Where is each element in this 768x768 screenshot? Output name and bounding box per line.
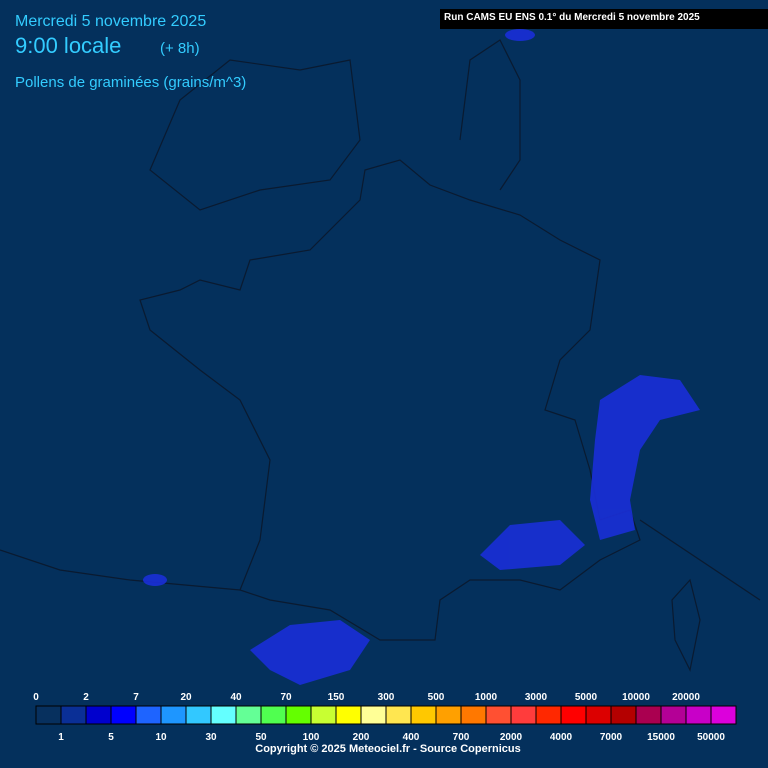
- legend-label: 2000: [500, 732, 523, 743]
- corsica: [671, 578, 701, 672]
- legend-swatch: [710, 705, 737, 725]
- offset: (+ 8h): [160, 40, 200, 57]
- legend-swatch: [535, 705, 562, 725]
- parameter: Pollens de graminées (grains/m^3): [15, 74, 247, 91]
- legend-label: 400: [403, 732, 420, 743]
- pollen-area: [505, 29, 535, 41]
- legend-swatch: [60, 705, 87, 725]
- pollen-area: [480, 520, 585, 570]
- legend-label: 30: [205, 732, 217, 743]
- spain-coast: [0, 549, 241, 591]
- legend-label: 700: [453, 732, 470, 743]
- pollen-area: [590, 375, 700, 540]
- legend-swatch: [385, 705, 412, 725]
- france-outline: [139, 159, 641, 641]
- legend-swatch: [560, 705, 587, 725]
- legend-swatch: [485, 705, 512, 725]
- copyright: Copyright © 2025 Meteociel.fr - Source C…: [255, 743, 521, 755]
- legend-label: 1000: [475, 692, 498, 703]
- legend-label: 0: [33, 692, 39, 703]
- legend-label: 2: [83, 692, 89, 703]
- legend-swatch: [635, 705, 662, 725]
- legend-swatch: [610, 705, 637, 725]
- legend-swatch: [210, 705, 237, 725]
- legend-swatch: [35, 705, 62, 725]
- legend-swatch: [685, 705, 712, 725]
- run-info: Run CAMS EU ENS 0.1° du Mercredi 5 novem…: [444, 12, 700, 23]
- legend-label: 300: [378, 692, 395, 703]
- netherlands-coast: [459, 39, 521, 191]
- legend-swatch: [160, 705, 187, 725]
- coastlines: [0, 39, 761, 672]
- legend-swatch: [335, 705, 362, 725]
- legend-swatch: [585, 705, 612, 725]
- legend-label: 200: [353, 732, 370, 743]
- date: Mercredi 5 novembre 2025: [15, 13, 207, 30]
- legend: 0 1 2 5 7 10 20 30 40 50 70 100 150 200 300 400 500 700 10…: [33, 692, 737, 743]
- legend-swatch: [410, 705, 437, 725]
- legend-label: 4000: [550, 732, 573, 743]
- time: 9:00 locale: [15, 33, 122, 58]
- legend-swatch: [435, 705, 462, 725]
- italy-coast: [639, 519, 761, 601]
- legend-label: 20000: [672, 692, 700, 703]
- run-banner: [440, 9, 768, 29]
- legend-label: 5000: [575, 692, 598, 703]
- legend-label: 50000: [697, 732, 725, 743]
- england-coast: [149, 59, 361, 211]
- legend-swatch: [660, 705, 687, 725]
- legend-label: 15000: [647, 732, 675, 743]
- legend-swatch: [185, 705, 212, 725]
- legend-label: 7000: [600, 732, 623, 743]
- legend-swatch: [310, 705, 337, 725]
- legend-swatch: [360, 705, 387, 725]
- legend-label: 40: [230, 692, 242, 703]
- legend-swatch: [260, 705, 287, 725]
- legend-swatch: [285, 705, 312, 725]
- legend-label: 10000: [622, 692, 650, 703]
- legend-swatch: [85, 705, 112, 725]
- pollen-area: [143, 574, 167, 586]
- legend-label: 5: [108, 732, 114, 743]
- legend-swatch: [135, 705, 162, 725]
- legend-label: 7: [133, 692, 139, 703]
- legend-label: 20: [180, 692, 192, 703]
- legend-label: 500: [428, 692, 445, 703]
- legend-label: 10: [155, 732, 167, 743]
- legend-label: 100: [303, 732, 320, 743]
- legend-swatch: [235, 705, 262, 725]
- pollen-areas: [143, 29, 700, 685]
- legend-label: 150: [328, 692, 345, 703]
- legend-swatch: [110, 705, 137, 725]
- legend-swatch: [510, 705, 537, 725]
- legend-label: 1: [58, 732, 64, 743]
- legend-label: 3000: [525, 692, 548, 703]
- legend-label: 70: [280, 692, 292, 703]
- pollen-area: [250, 620, 370, 685]
- legend-label: 50: [255, 732, 267, 743]
- legend-swatch: [460, 705, 487, 725]
